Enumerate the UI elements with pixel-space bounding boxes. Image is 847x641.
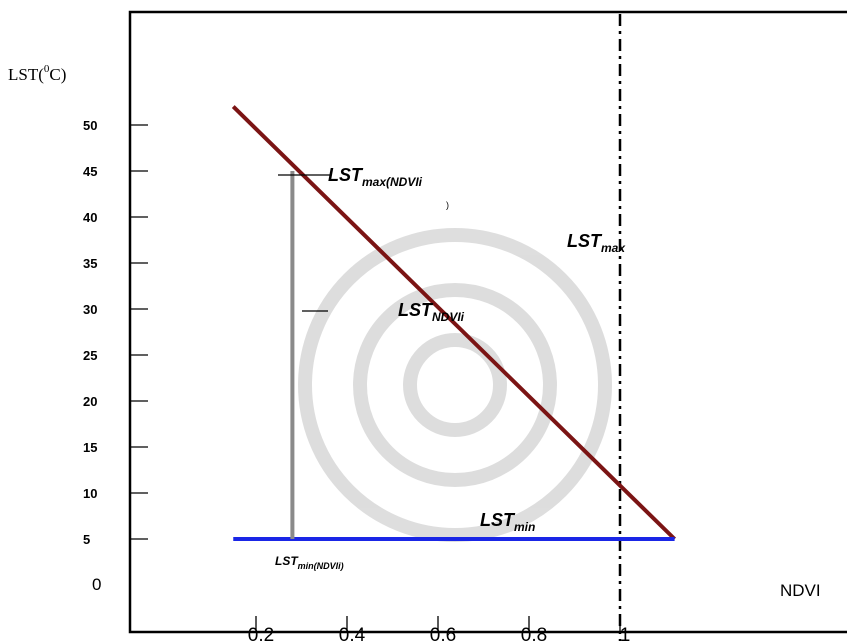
y-tick-label: 5 — [83, 532, 90, 547]
y-tick-label: 40 — [83, 210, 97, 225]
y-tick-label: 45 — [83, 164, 97, 179]
label-lst-max-ndvii: LSTmax(NDVIi — [328, 165, 423, 189]
plot-frame — [128, 10, 847, 634]
x-axis-ticks: 0.2 0.4 0.6 0.8 1 — [248, 616, 631, 641]
y-tick-label: 30 — [83, 302, 97, 317]
y-tick-label: 25 — [83, 348, 97, 363]
watermark-ornament — [298, 228, 612, 542]
y-tick-label: 10 — [83, 486, 97, 501]
x-tick-label: 0.8 — [521, 625, 547, 641]
x-tick-label: 0.2 — [248, 625, 274, 641]
series-lst-max-line — [231, 105, 676, 541]
y-axis-label: LST(0C) — [8, 63, 66, 84]
y-tick-label: 35 — [83, 256, 97, 271]
y-tick-label: 50 — [83, 118, 97, 133]
label-lst-min: LSTmin — [480, 510, 535, 534]
x-tick-label: 0.6 — [430, 625, 456, 641]
label-lst-max: LSTmax — [567, 231, 626, 255]
x-axis-label: NDVI — [780, 581, 821, 600]
y-tick-label: 20 — [83, 394, 97, 409]
y-tick-label: 0 — [92, 575, 101, 594]
label-lst-min-ndvii: LSTmin(NDVIi) — [275, 554, 344, 571]
y-tick-label: 15 — [83, 440, 97, 455]
label-lst-max-ndvii-close: ) — [446, 200, 449, 210]
x-tick-label: 0.4 — [339, 625, 366, 641]
label-lst-ndvii: LSTNDVIi — [398, 300, 465, 324]
x-tick-label: 1 — [620, 625, 631, 641]
